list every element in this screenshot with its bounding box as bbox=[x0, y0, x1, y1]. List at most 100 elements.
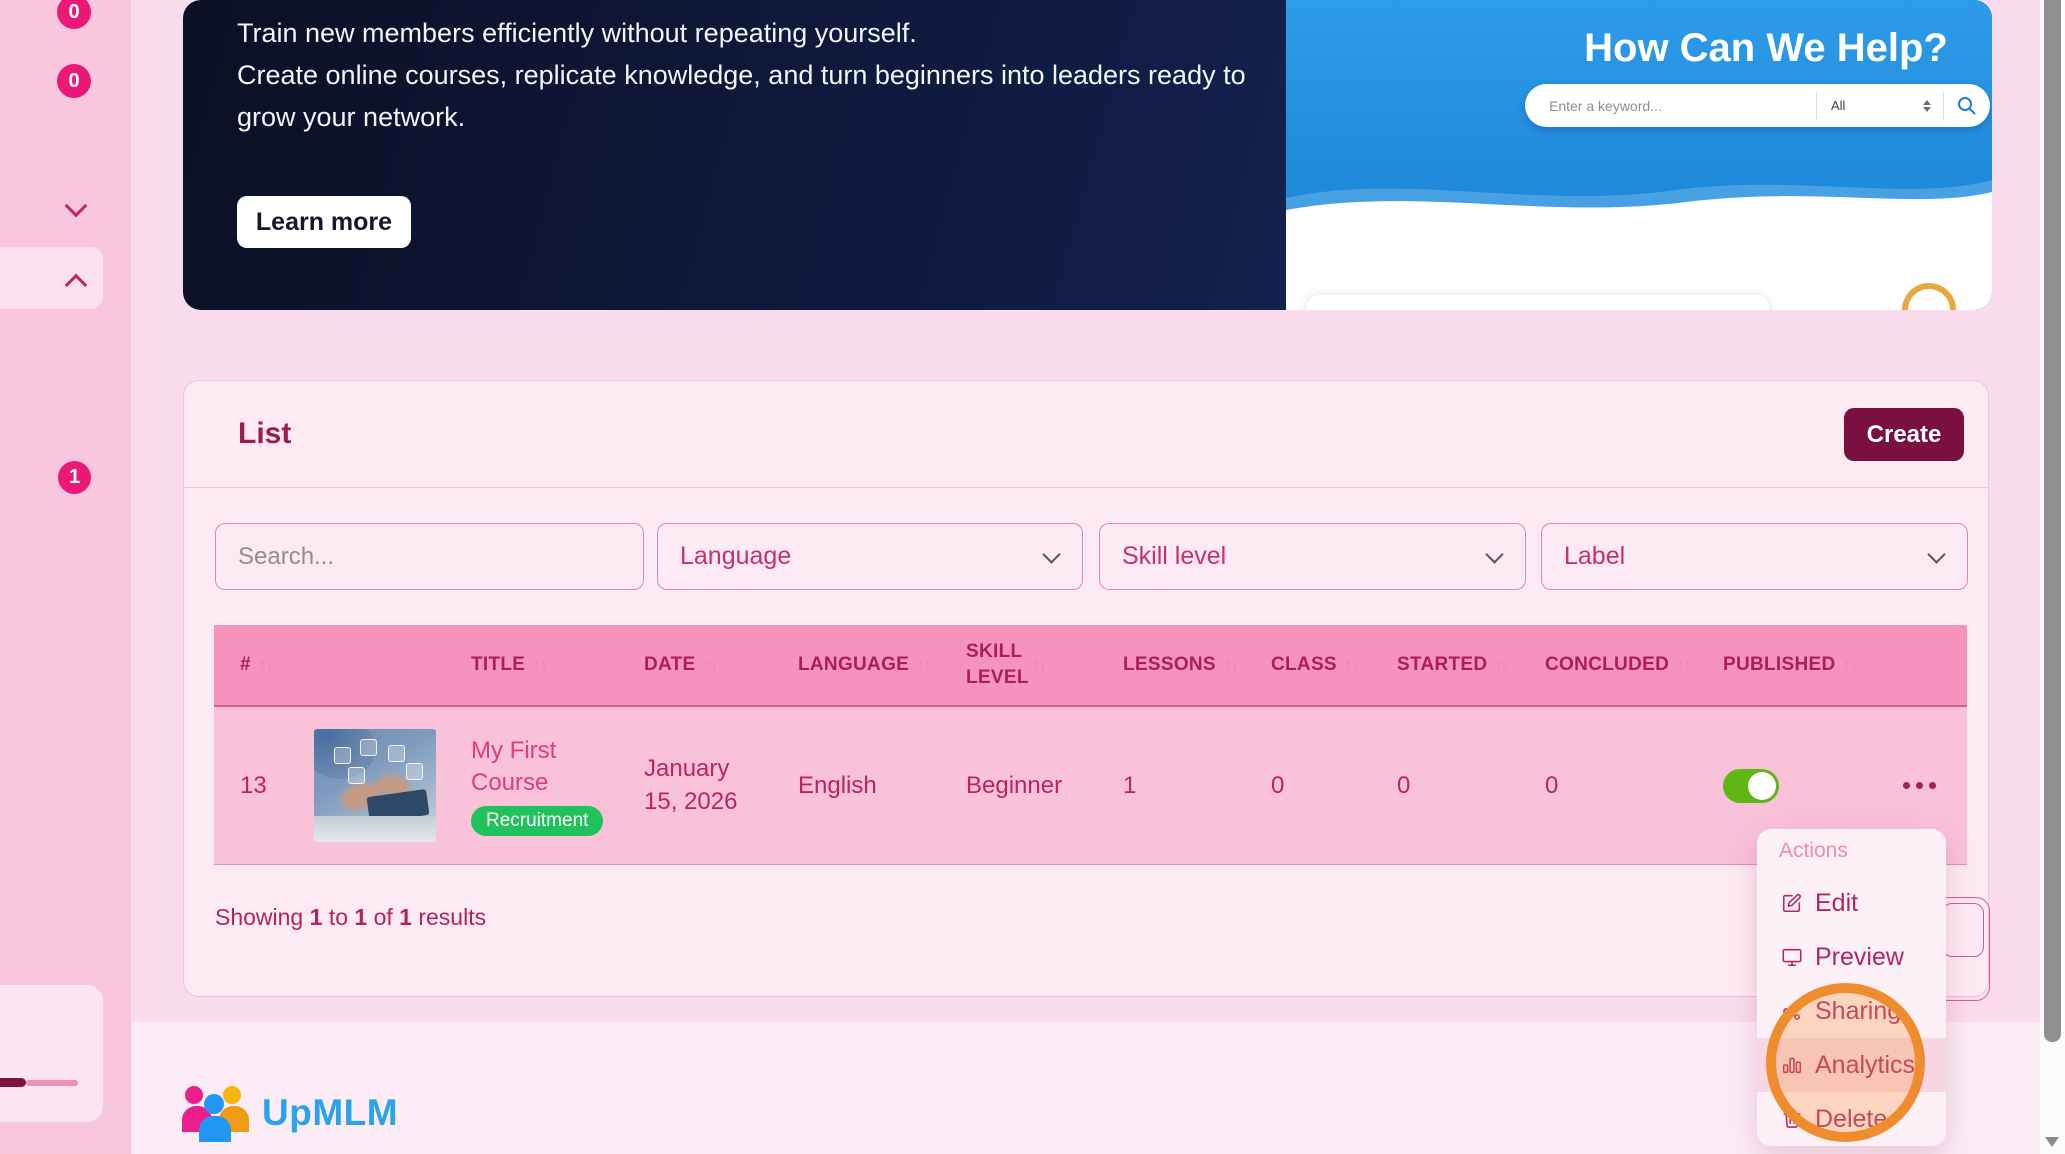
scrollbar-down-arrow[interactable] bbox=[2045, 1137, 2059, 1147]
menu-item-label: Edit bbox=[1815, 888, 1859, 917]
header-published[interactable]: PUBLISHED ↑↓ bbox=[1691, 625, 1859, 705]
chevron-down-icon bbox=[1042, 544, 1061, 564]
language-filter[interactable]: Language bbox=[657, 523, 1083, 590]
help-category-select[interactable]: All bbox=[1817, 98, 1943, 113]
cell-skill-level: Beginner bbox=[966, 771, 1063, 799]
help-search-button[interactable] bbox=[1944, 95, 1990, 117]
header-label: LANGUAGE bbox=[798, 654, 910, 675]
table-row: 13 My First Course Recruitment bbox=[214, 707, 1967, 865]
actions-menu-title: Actions bbox=[1779, 839, 1848, 862]
search-input[interactable] bbox=[216, 542, 643, 571]
progress-bar-track bbox=[26, 1080, 78, 1086]
sort-icon: ↑↓ bbox=[1222, 655, 1239, 674]
course-tag-badge: Recruitment bbox=[471, 805, 604, 836]
sidebar: 0 0 1 bbox=[0, 0, 131, 1154]
cell-image bbox=[301, 707, 451, 864]
brand-name: UpMLM bbox=[262, 1092, 399, 1133]
sort-icon: ↑↓ bbox=[1842, 655, 1859, 674]
published-toggle[interactable] bbox=[1723, 768, 1779, 803]
sort-icon: ↑↓ bbox=[1676, 655, 1692, 674]
label-filter[interactable]: Label bbox=[1541, 523, 1968, 590]
chevron-down-icon bbox=[1485, 544, 1504, 564]
course-date: January 15, 2026 bbox=[644, 755, 738, 815]
cell-class: 0 bbox=[1271, 771, 1285, 799]
cell-date: January 15, 2026 bbox=[629, 707, 783, 864]
header-label: CONCLUDED bbox=[1545, 654, 1670, 675]
cell-num: 13 bbox=[240, 771, 267, 799]
header-label: SKILL LEVEL bbox=[966, 641, 1029, 688]
header-label: STARTED bbox=[1397, 654, 1488, 675]
header-label: TITLE bbox=[471, 654, 526, 675]
notification-badge: 1 bbox=[58, 461, 91, 494]
header-label: LESSONS bbox=[1123, 654, 1216, 675]
header-num[interactable]: # ↑↓ bbox=[214, 625, 301, 705]
banner-line-1: Train new members efficiently without re… bbox=[237, 18, 917, 48]
create-button[interactable]: Create bbox=[1844, 408, 1964, 461]
skill-filter-label: Skill level bbox=[1122, 542, 1227, 570]
cell-lessons: 1 bbox=[1123, 771, 1137, 799]
scrollbar-thumb[interactable] bbox=[2044, 0, 2061, 1042]
course-title-link[interactable]: My First Course bbox=[471, 737, 557, 796]
learn-more-button[interactable]: Learn more bbox=[237, 196, 411, 248]
header-label: CLASS bbox=[1271, 654, 1337, 675]
header-image bbox=[301, 625, 451, 705]
chevron-down-icon bbox=[1927, 544, 1946, 564]
skill-level-filter[interactable]: Skill level bbox=[1099, 523, 1526, 590]
help-search-bar: All bbox=[1525, 84, 1990, 127]
course-thumbnail bbox=[314, 729, 436, 842]
chevron-down-icon[interactable] bbox=[64, 194, 88, 218]
select-arrows-icon bbox=[1923, 99, 1931, 112]
courses-table: # ↑↓ TITLE ↑↓ DATE ↑↓ LANGUAGE ↑↓ SKILL bbox=[214, 625, 1967, 865]
edit-icon bbox=[1782, 893, 1801, 913]
help-category-value: All bbox=[1831, 98, 1846, 113]
menu-item-edit[interactable]: Edit bbox=[1757, 883, 1946, 923]
page-title: List bbox=[238, 417, 292, 450]
search-field bbox=[215, 523, 644, 590]
people-logo-icon bbox=[182, 1084, 254, 1142]
divider bbox=[1816, 91, 1817, 120]
sort-icon: ↑↓ bbox=[1031, 655, 1047, 674]
divider bbox=[184, 487, 1988, 488]
results-summary: Showing 1 to 1 of 1 results bbox=[215, 904, 487, 930]
label-filter-label: Label bbox=[1564, 542, 1626, 570]
cell-concluded: 0 bbox=[1545, 771, 1559, 799]
sidebar-collapse-panel[interactable] bbox=[0, 247, 103, 309]
page-footer: UpMLM bbox=[131, 1022, 2040, 1154]
sort-icon: ↑↓ bbox=[532, 655, 548, 674]
chevron-up-icon[interactable] bbox=[64, 273, 88, 297]
help-title: How Can We Help? bbox=[1584, 26, 1948, 70]
banner-line-2: Create online courses, replicate knowled… bbox=[237, 60, 1246, 132]
sort-icon: ↑↓ bbox=[916, 655, 932, 674]
header-lessons[interactable]: LESSONS ↑↓ bbox=[1091, 625, 1241, 705]
header-class[interactable]: CLASS ↑↓ bbox=[1241, 625, 1376, 705]
sort-icon: ↑↓ bbox=[1343, 655, 1360, 674]
cell-language: English bbox=[798, 771, 877, 799]
toggle-knob bbox=[1748, 771, 1776, 800]
monitor-icon bbox=[1782, 948, 1802, 967]
divider bbox=[1943, 91, 1944, 120]
cell-actions bbox=[1831, 707, 1967, 864]
header-skill-level[interactable]: SKILL LEVEL ↑↓ bbox=[939, 625, 1091, 705]
promo-banner: Train new members efficiently without re… bbox=[183, 0, 1992, 310]
pagination-next-button[interactable] bbox=[1942, 903, 1984, 957]
wave-decoration bbox=[1286, 180, 1992, 230]
help-search-input[interactable] bbox=[1525, 97, 1816, 114]
table-header-row: # ↑↓ TITLE ↑↓ DATE ↑↓ LANGUAGE ↑↓ SKILL bbox=[214, 625, 1967, 707]
header-started[interactable]: STARTED ↑↓ bbox=[1376, 625, 1521, 705]
notification-badge: 0 bbox=[57, 64, 91, 98]
sort-icon: ↑↓ bbox=[257, 655, 274, 674]
sidebar-bottom-panel bbox=[0, 985, 103, 1122]
header-title[interactable]: TITLE ↑↓ bbox=[451, 625, 629, 705]
row-actions-menu-button[interactable] bbox=[1903, 782, 1936, 789]
menu-item-preview[interactable]: Preview bbox=[1757, 937, 1946, 977]
header-label: # bbox=[240, 654, 251, 675]
progress-bar-fill bbox=[0, 1078, 26, 1087]
header-concluded[interactable]: CONCLUDED ↑↓ bbox=[1521, 625, 1692, 705]
header-date[interactable]: DATE ↑↓ bbox=[629, 625, 783, 705]
header-label: DATE bbox=[644, 654, 696, 675]
help-partial-card bbox=[1307, 295, 1769, 310]
brand-logo: UpMLM bbox=[182, 1084, 398, 1142]
scrollbar-track[interactable] bbox=[2040, 0, 2065, 1154]
header-language[interactable]: LANGUAGE ↑↓ bbox=[783, 625, 939, 705]
